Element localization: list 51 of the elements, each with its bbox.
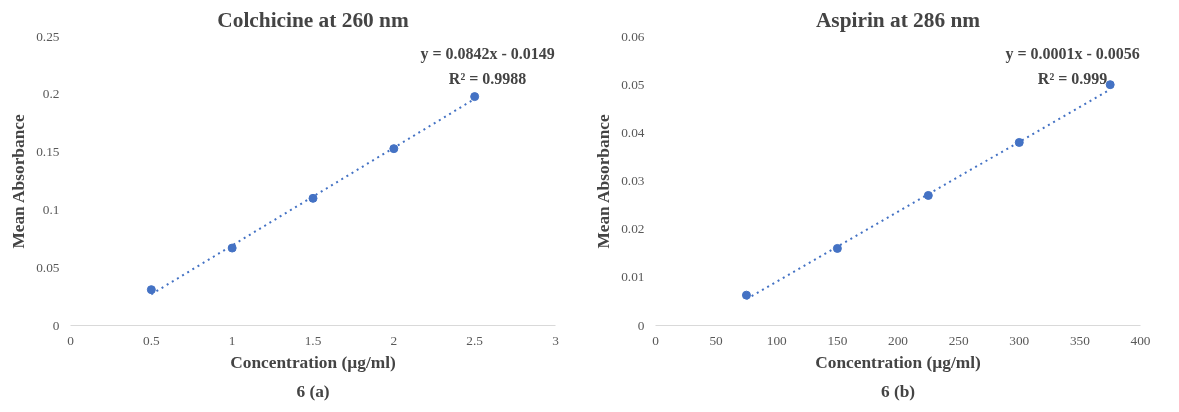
- x-tick-label: 2.5: [466, 332, 484, 348]
- point: [1014, 137, 1024, 147]
- annotation: y = 0.0842x - 0.0149: [420, 45, 555, 64]
- x-tick-label: 0: [652, 332, 660, 348]
- y-tick-label: 0: [52, 317, 60, 333]
- x-axis-title: Concentration (µg/ml): [815, 352, 981, 372]
- x-tick-label: 50: [709, 332, 724, 348]
- x-tick-label: 0: [67, 332, 75, 348]
- y-tick-label: 0.25: [36, 28, 60, 44]
- x-tick-label: 150: [827, 332, 848, 348]
- point: [227, 243, 237, 253]
- annotation: y = 0.0001x - 0.0056: [1005, 45, 1140, 64]
- x-axis-title: Concentration (µg/ml): [230, 352, 396, 372]
- point: [923, 190, 933, 200]
- y-axis-title: Mean Absorbance: [9, 114, 29, 249]
- x-tick-label: 300: [1009, 332, 1030, 348]
- annotation: R² = 0.999: [1037, 69, 1108, 87]
- chart-title: Aspirin at 286 nm: [815, 7, 981, 32]
- y-tick-label: 0.05: [36, 259, 60, 275]
- point: [389, 144, 399, 154]
- x-tick-label: 1.5: [304, 332, 322, 348]
- x-tick-label: 200: [888, 332, 909, 348]
- y-tick-label: 0.15: [36, 144, 60, 160]
- x-tick-label: 3: [552, 332, 560, 348]
- y-tick-label: 0.06: [621, 28, 645, 44]
- x-tick-label: 250: [948, 332, 969, 348]
- y-tick-label: 0: [637, 317, 645, 333]
- y-tick-label: 0.05: [621, 76, 645, 92]
- y-tick-label: 0.04: [621, 124, 645, 140]
- text: 6 (a): [296, 381, 330, 401]
- point: [308, 193, 318, 203]
- y-tick-label: 0.1: [42, 201, 60, 217]
- chart-title: Colchicine at 260 nm: [217, 7, 409, 32]
- y-tick-label: 0.01: [621, 269, 645, 285]
- x-tick-label: 400: [1130, 332, 1151, 348]
- point: [470, 92, 480, 102]
- text: 6 (b): [880, 381, 916, 401]
- point: [832, 243, 842, 253]
- point: [1105, 80, 1115, 90]
- point: [146, 285, 156, 295]
- x-tick-label: 350: [1069, 332, 1091, 348]
- x-tick-label: 100: [766, 332, 788, 348]
- y-tick-label: 0.2: [42, 86, 60, 102]
- x-tick-label: 1: [228, 332, 236, 348]
- point: [741, 290, 751, 300]
- y-axis-title: Mean Absorbance: [594, 114, 614, 249]
- annotation: R² = 0.9988: [448, 69, 527, 87]
- y-tick-label: 0.03: [621, 173, 645, 188]
- y-tick-label: 0.02: [621, 221, 645, 237]
- x-tick-label: 0.5: [143, 332, 160, 348]
- x-tick-label: 2: [390, 332, 398, 348]
